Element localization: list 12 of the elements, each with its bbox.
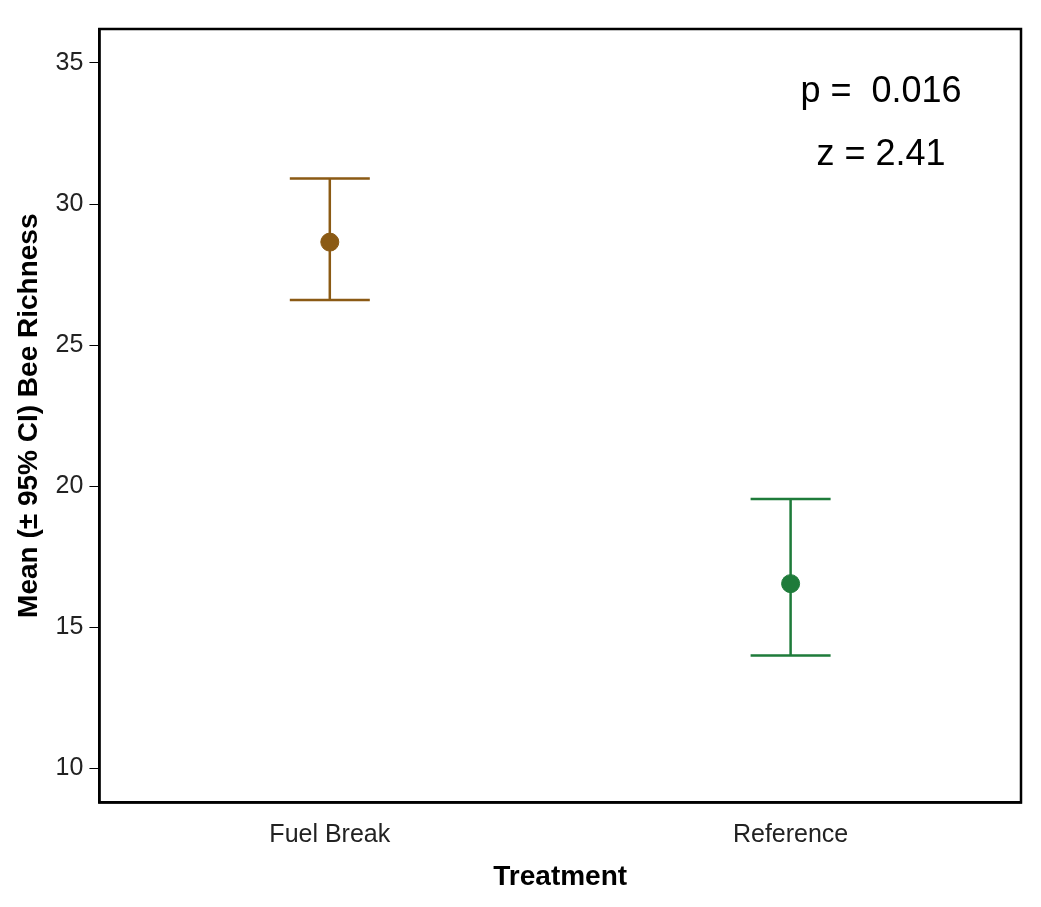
y-tick-label: 30	[55, 187, 84, 216]
y-tick-label: 20	[55, 470, 84, 499]
annotation: z = 2.41	[816, 131, 946, 173]
annotation: p = 0.016	[800, 68, 962, 110]
x-tick-label: Reference	[732, 819, 849, 848]
y-tick-label: 25	[55, 329, 84, 358]
y-tick-label: 10	[55, 752, 84, 781]
y-tick-label: 35	[55, 46, 84, 75]
x-tick-label: Fuel Break	[269, 819, 391, 848]
x-axis-title: Treatment	[493, 859, 628, 891]
y-axis-title: Mean (± 95% CI) Bee Richness	[11, 213, 43, 618]
y-tick-label: 15	[55, 611, 84, 640]
